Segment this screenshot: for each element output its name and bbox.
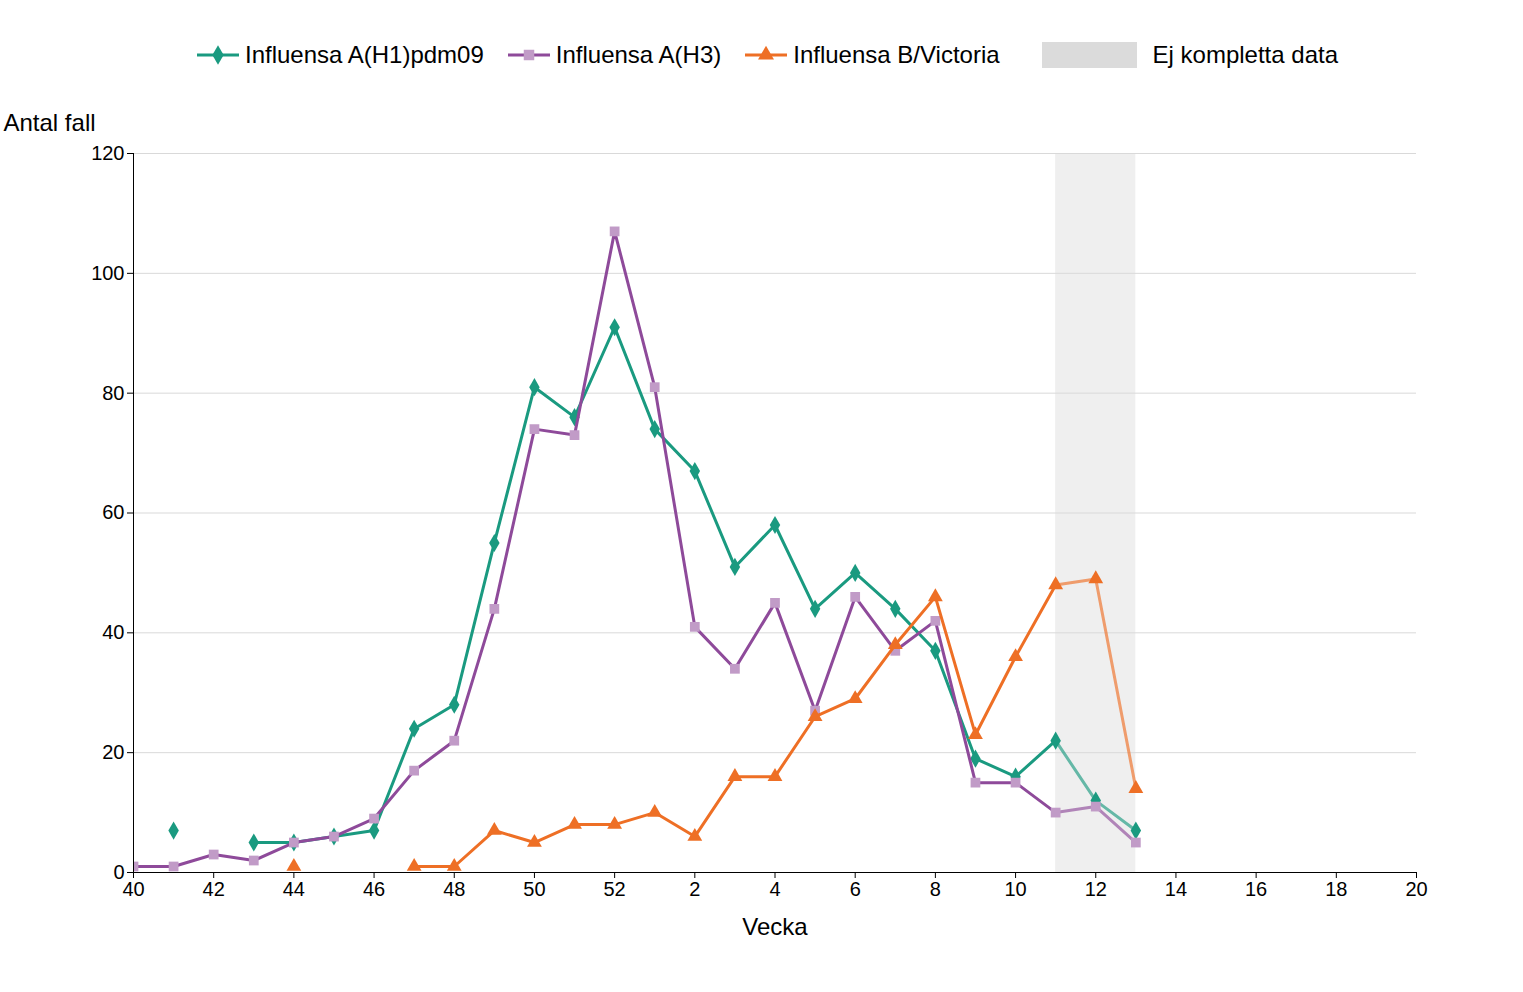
svg-text:Antal fall: Antal fall bbox=[4, 110, 96, 136]
svg-text:2: 2 bbox=[689, 878, 700, 900]
svg-text:0: 0 bbox=[113, 860, 125, 883]
svg-text:18: 18 bbox=[1325, 878, 1347, 900]
svg-text:42: 42 bbox=[203, 878, 225, 900]
html-text:Influensa B/Victoria: Influensa B/Victoria bbox=[793, 41, 1000, 68]
svg-text:20: 20 bbox=[102, 741, 124, 763]
html-text:Ej kompletta data: Ej kompletta data bbox=[1152, 41, 1338, 68]
svg-text:100: 100 bbox=[91, 262, 124, 284]
svg-text:60: 60 bbox=[102, 501, 124, 523]
svg-text:Vecka: Vecka bbox=[742, 913, 808, 940]
svg-text:10: 10 bbox=[1004, 878, 1026, 900]
svg-text:50: 50 bbox=[523, 878, 545, 900]
svg-text:6: 6 bbox=[850, 878, 861, 900]
svg-text:40: 40 bbox=[102, 621, 124, 643]
svg-text:14: 14 bbox=[1165, 878, 1187, 900]
svg-text:48: 48 bbox=[443, 878, 465, 900]
svg-text:46: 46 bbox=[363, 878, 385, 900]
svg-text:16: 16 bbox=[1245, 878, 1267, 900]
html-text:Influensa A(H1)pdm09: Influensa A(H1)pdm09 bbox=[245, 41, 484, 68]
svg-text:120: 120 bbox=[91, 142, 124, 164]
svg-text:20: 20 bbox=[1405, 878, 1427, 900]
svg-text:80: 80 bbox=[102, 382, 124, 404]
svg-text:8: 8 bbox=[930, 878, 941, 900]
svg-text:44: 44 bbox=[283, 878, 305, 900]
html-text:Influensa A(H3): Influensa A(H3) bbox=[555, 41, 722, 68]
svg-text:12: 12 bbox=[1085, 878, 1107, 900]
svg-text:52: 52 bbox=[604, 878, 626, 900]
svg-text:4: 4 bbox=[769, 878, 780, 900]
svg-text:40: 40 bbox=[122, 878, 144, 900]
